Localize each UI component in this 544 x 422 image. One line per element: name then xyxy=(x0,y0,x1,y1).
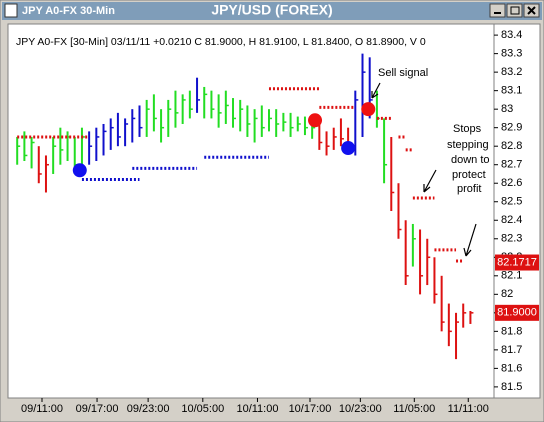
signal-marker xyxy=(361,102,376,117)
price-label-box xyxy=(495,254,539,271)
signal-marker xyxy=(341,141,356,156)
arrow xyxy=(371,82,381,99)
annotation: down to xyxy=(451,154,490,166)
restore-icon xyxy=(510,6,520,15)
title-bar xyxy=(2,2,542,20)
chart-title: JPY/USD (FOREX) xyxy=(211,2,332,18)
annotation: stepping xyxy=(447,139,489,151)
window-caption: JPY A0-FX 30-Min xyxy=(22,5,115,17)
y-tick-label: 82.9 xyxy=(501,122,522,134)
x-tick-label: 10/17:00 xyxy=(289,403,332,415)
arrow xyxy=(463,223,477,257)
x-tick-label: 09/23:00 xyxy=(127,403,170,415)
y-tick-label: 82.4 xyxy=(501,214,522,226)
annotation-arrows xyxy=(371,82,477,257)
y-tick-label: 82.5 xyxy=(501,196,522,208)
y-tick-label: 83.1 xyxy=(501,85,522,97)
y-tick-label: 81.6 xyxy=(501,362,522,374)
y-tick-label: 82.1 xyxy=(501,270,522,282)
annotation: Stops xyxy=(453,123,482,135)
x-tick-label: 09/11:00 xyxy=(21,403,63,415)
x-tick-label: 10/23:00 xyxy=(339,403,382,415)
annotation: profit xyxy=(457,183,481,195)
x-tick-label: 10/05:00 xyxy=(181,403,224,415)
signal-marker xyxy=(72,163,87,178)
x-tick-label: 10/11:00 xyxy=(236,403,278,415)
info-line: JPY A0-FX [30-Min] 03/11/11 +0.0210 C 81… xyxy=(16,36,426,48)
y-tick-label: 82.8 xyxy=(501,140,522,152)
price-label-box xyxy=(495,304,539,321)
y-tick-label: 83 xyxy=(501,103,513,115)
y-tick-label: 81.8 xyxy=(501,325,522,337)
y-tick-label: 82.7 xyxy=(501,159,522,171)
annotation: protect xyxy=(452,169,486,181)
restore-button[interactable] xyxy=(506,3,523,18)
y-tick-label: 81.7 xyxy=(501,344,522,356)
y-axis-area xyxy=(493,23,541,399)
arrow xyxy=(423,169,437,193)
x-tick-label: 09/17:00 xyxy=(76,403,119,415)
y-tick-label: 83.2 xyxy=(501,66,522,78)
y-tick-label: 83.3 xyxy=(501,48,522,60)
close-icon xyxy=(527,6,536,15)
annotation: Sell signal xyxy=(378,67,428,79)
price-label: 82.1717 xyxy=(497,256,537,268)
x-tick-label: 11/11:00 xyxy=(448,403,489,415)
marks: 81.581.681.781.881.98282.182.282.382.482… xyxy=(16,29,539,415)
signal-marker xyxy=(308,113,323,128)
y-tick-label: 82.6 xyxy=(501,177,522,189)
y-tick-label: 82 xyxy=(501,288,513,300)
window-icon xyxy=(4,3,18,18)
x-tick-label: 11/05:00 xyxy=(393,403,435,415)
y-tick-label: 81.5 xyxy=(501,381,522,393)
plot-area xyxy=(7,23,495,399)
window-buttons xyxy=(489,3,540,18)
y-tick-label: 82.3 xyxy=(501,233,522,245)
price-label: 81.9000 xyxy=(497,307,537,319)
minimize-button[interactable] xyxy=(489,3,506,18)
y-tick-label: 83.4 xyxy=(501,29,522,41)
